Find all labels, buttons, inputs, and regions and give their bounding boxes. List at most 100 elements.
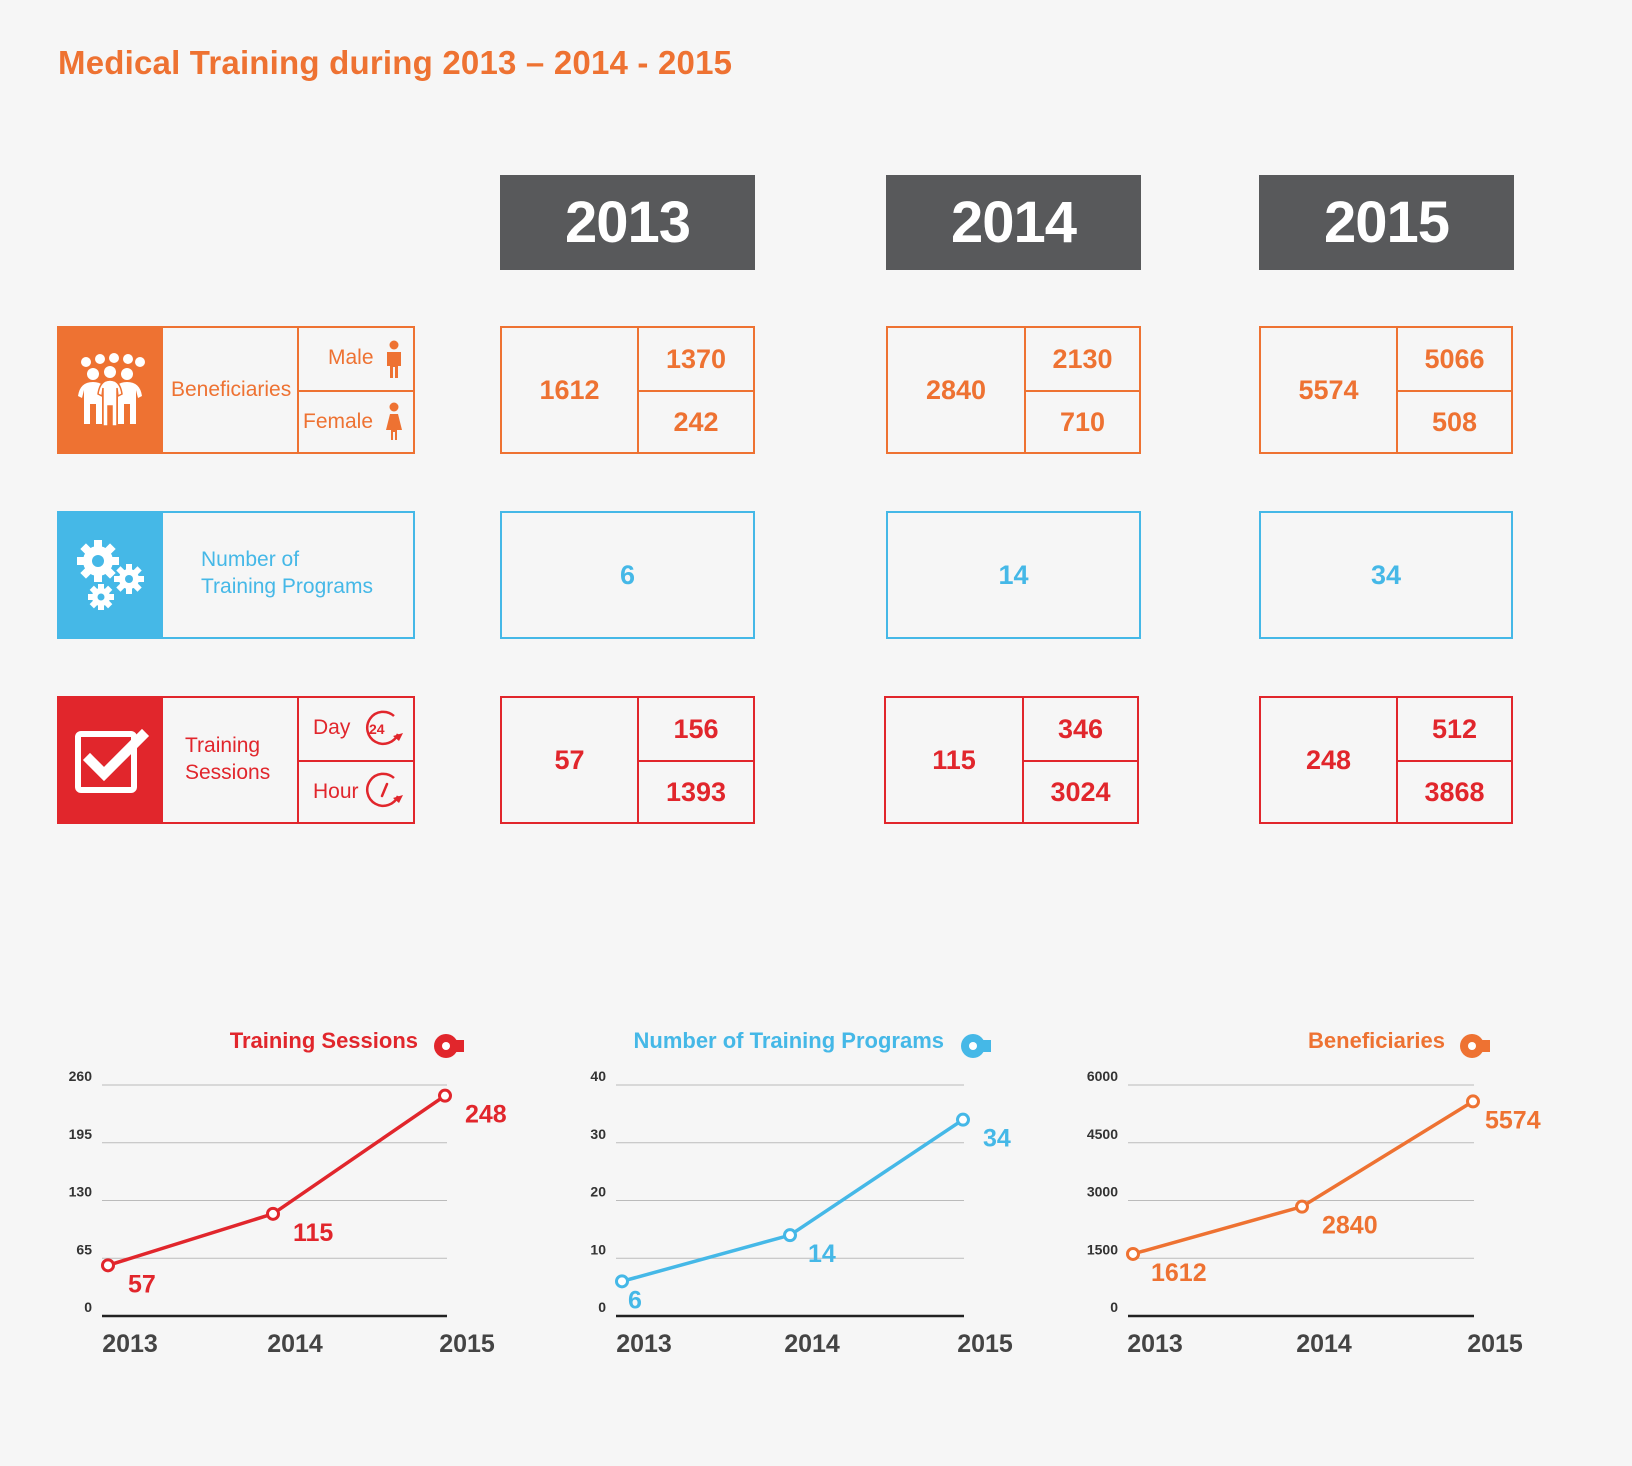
chart2-badge-tab — [983, 1040, 991, 1052]
sessions-2014-box: 115 346 3024 — [884, 696, 1139, 824]
chart3-point-2 — [1466, 1094, 1480, 1109]
beneficiaries-2013-box: 1612 1370 242 — [500, 326, 755, 454]
chart1-ytick-1: 65 — [76, 1241, 92, 1257]
chart1-xtick-2: 2015 — [439, 1330, 495, 1358]
chart2-data-label-2: 34 — [983, 1125, 1011, 1153]
sessions-2013-hour: 1393 — [665, 776, 727, 807]
hour-label: Hour — [313, 780, 359, 803]
year-header-2015: 2015 — [1259, 175, 1514, 270]
sessions-2013-box: 57 156 1393 — [500, 696, 755, 824]
chart1-point-2 — [438, 1088, 452, 1103]
chart3-ytick-3: 4500 — [1087, 1126, 1118, 1142]
sessions-2014-total: 115 — [932, 744, 976, 775]
sessions-2013-total: 57 — [554, 744, 585, 775]
programs-2014-box: 14 — [886, 511, 1141, 639]
beneficiaries-2014-box: 2840 2130 710 — [886, 326, 1141, 454]
chart1-point-0 — [101, 1258, 115, 1273]
sessions-label-box: Training Sessions Day 24 Hour — [163, 696, 415, 824]
chart2-point-2 — [956, 1112, 970, 1127]
beneficiaries-2015-box: 5574 5066 508 — [1259, 326, 1513, 454]
chart3-title: Beneficiaries — [1308, 1028, 1445, 1053]
chart1-ytick-3: 195 — [69, 1126, 93, 1142]
sessions-2015-total: 248 — [1305, 744, 1352, 775]
chart2-point-1 — [783, 1228, 797, 1243]
beneficiaries-2013-male: 1370 — [665, 343, 727, 374]
programs-label-line1: Number of — [201, 548, 300, 571]
programs-2014-value: 14 — [998, 559, 1029, 590]
gears-icon — [57, 511, 163, 639]
beneficiaries-2014-male: 2130 — [1052, 343, 1113, 374]
sessions-2014-day: 346 — [1057, 713, 1104, 744]
chart3-series-line — [1132, 1099, 1474, 1256]
chart1-data-label-0: 57 — [128, 1270, 156, 1298]
programs-2013-box: 6 — [500, 511, 755, 639]
chart3-xtick-1: 2014 — [1296, 1330, 1352, 1358]
chart3-xtick-0: 2013 — [1127, 1330, 1183, 1358]
sessions-2015-hour: 3868 — [1424, 776, 1485, 807]
chart3-xtick-2: 2015 — [1467, 1330, 1523, 1358]
chart3-ytick-0: 0 — [1110, 1299, 1118, 1315]
page-title: Medical Training during 2013 – 2014 - 20… — [58, 44, 733, 81]
female-label: Female — [303, 410, 374, 433]
chart3-data-label-1: 2840 — [1322, 1212, 1378, 1240]
programs-label-box: Number of Training Programs — [163, 511, 415, 639]
chart2-ytick-0: 0 — [598, 1299, 606, 1315]
clock-icon — [364, 772, 406, 815]
programs-label-line2: Training Programs — [201, 575, 373, 598]
beneficiaries-2015-total: 5574 — [1298, 374, 1359, 405]
programs-2015-value: 34 — [1370, 559, 1402, 590]
chart2-data-label-0: 6 — [628, 1286, 642, 1314]
chart1-ytick-2: 130 — [69, 1184, 93, 1200]
chart2-badge-dot — [969, 1042, 977, 1050]
chart2-data-label-1: 14 — [808, 1240, 836, 1268]
male-label: Male — [328, 346, 374, 369]
chart3-data-label-0: 1612 — [1151, 1259, 1207, 1287]
chart1-ytick-0: 0 — [84, 1299, 92, 1315]
chart3-point-1 — [1295, 1199, 1309, 1214]
chart2-xtick-1: 2014 — [784, 1330, 840, 1358]
chart2-ytick-3: 30 — [590, 1126, 606, 1142]
chart2-ytick-4: 40 — [590, 1068, 606, 1084]
sessions-label-line1: Training — [185, 734, 261, 757]
beneficiaries-2014-total: 2840 — [925, 374, 987, 405]
male-icon — [385, 340, 403, 385]
chart2-title: Number of Training Programs — [634, 1028, 945, 1053]
beneficiaries-2015-male: 5066 — [1424, 343, 1485, 374]
beneficiaries-2013-female: 242 — [673, 406, 719, 437]
chart1-badge-dot — [442, 1042, 450, 1050]
day-icon-text: 24 — [369, 721, 385, 737]
programs-2015-box: 34 — [1259, 511, 1513, 639]
programs-2013-value: 6 — [619, 559, 636, 590]
chart1-title: Training Sessions — [230, 1028, 418, 1053]
chart1-data-label-1: 115 — [293, 1219, 333, 1247]
chart1-series-line — [107, 1094, 446, 1268]
chart2-ytick-2: 20 — [590, 1184, 606, 1200]
chart1-xtick-1: 2014 — [267, 1330, 323, 1358]
chart2-point-0 — [615, 1274, 629, 1289]
beneficiaries-label: Beneficiaries — [171, 378, 292, 401]
chart3-point-0 — [1126, 1246, 1140, 1261]
chart2-ytick-1: 10 — [590, 1241, 606, 1257]
chart3-ytick-4: 6000 — [1087, 1068, 1118, 1084]
sessions-2015-box: 248 512 3868 — [1259, 696, 1513, 824]
beneficiaries-2015-female: 508 — [1431, 406, 1478, 437]
beneficiaries-icon — [57, 326, 163, 454]
chart1-ytick-4: 260 — [69, 1068, 93, 1084]
chart3-data-label-2: 5574 — [1485, 1106, 1541, 1134]
year-header-2013: 2013 — [500, 175, 755, 270]
chart2-xtick-0: 2013 — [616, 1330, 672, 1358]
chart1-point-1 — [266, 1206, 280, 1221]
chart3-ytick-2: 3000 — [1087, 1184, 1118, 1200]
day-24-icon: 24 — [364, 710, 406, 753]
year-header-2014: 2014 — [886, 175, 1141, 270]
female-icon — [385, 402, 403, 447]
chart3-badge-dot — [1468, 1042, 1476, 1050]
day-label: Day — [313, 716, 351, 739]
chart1-badge-tab — [456, 1040, 464, 1052]
chart2-xtick-2: 2015 — [957, 1330, 1013, 1358]
sessions-label-line2: Sessions — [185, 761, 271, 784]
chart3-badge-tab — [1482, 1040, 1490, 1052]
chart3-ytick-1: 1500 — [1087, 1241, 1118, 1257]
sessions-2013-day: 156 — [673, 713, 719, 744]
